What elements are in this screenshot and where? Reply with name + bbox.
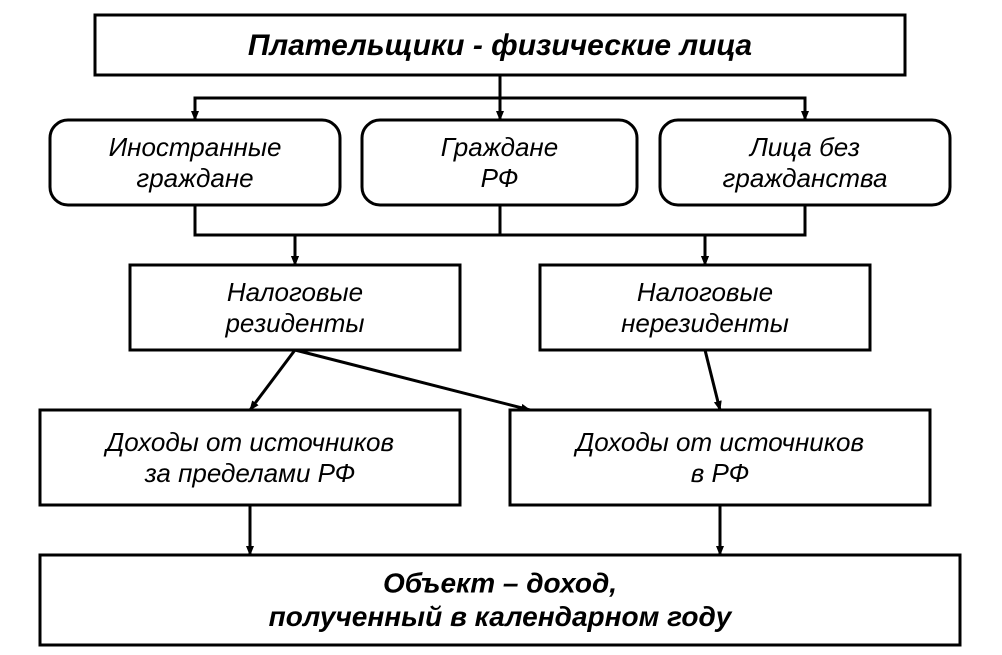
node-residents: Налоговыерезиденты — [130, 265, 460, 350]
node-bottom: Объект – доход,полученный в календарном … — [40, 555, 960, 645]
node-rf: ГражданеРФ — [362, 120, 637, 205]
node-top: Плательщики - физические лица — [95, 15, 905, 75]
node-residents-line2: резиденты — [224, 308, 364, 338]
flowchart-canvas: Плательщики - физические лица Иностранные… — [0, 0, 1002, 655]
node-income_abroad-line1: Доходы от источников — [103, 427, 394, 457]
node-income_rf-line2: в РФ — [691, 458, 750, 488]
node-rf-line2: РФ — [481, 163, 519, 193]
node-bottom-line1: Объект – доход, — [383, 568, 617, 599]
node-residents-line1: Налоговые — [227, 277, 363, 307]
edge — [295, 235, 500, 265]
node-stateless-line1: Лица без — [748, 132, 860, 162]
node-top-line1: Плательщики - физические лица — [248, 29, 752, 62]
node-bottom-line2: полученный в календарном году — [269, 601, 733, 632]
node-nonresidents-line1: Налоговые — [637, 277, 773, 307]
edge — [500, 75, 805, 120]
node-income_rf-line1: Доходы от источников — [573, 427, 864, 457]
node-stateless: Лица безгражданства — [660, 120, 950, 205]
node-income_abroad: Доходы от источниковза пределами РФ — [40, 410, 460, 505]
node-foreign-line1: Иностранные — [109, 132, 282, 162]
node-rf-line1: Граждане — [441, 132, 558, 162]
node-income_abroad-line2: за пределами РФ — [144, 458, 356, 488]
edge — [295, 350, 530, 410]
node-nonresidents-line2: нерезиденты — [621, 308, 789, 338]
node-stateless-line2: гражданства — [723, 163, 888, 193]
edge — [195, 205, 295, 265]
edge — [195, 75, 500, 120]
node-nonresidents: Налоговыенерезиденты — [540, 265, 870, 350]
node-foreign-line2: граждане — [136, 163, 253, 193]
edge — [500, 235, 705, 265]
edge — [705, 205, 805, 265]
edge — [705, 350, 720, 410]
edge — [250, 350, 295, 410]
node-income_rf: Доходы от источниковв РФ — [510, 410, 930, 505]
node-foreign: Иностранныеграждане — [50, 120, 340, 205]
